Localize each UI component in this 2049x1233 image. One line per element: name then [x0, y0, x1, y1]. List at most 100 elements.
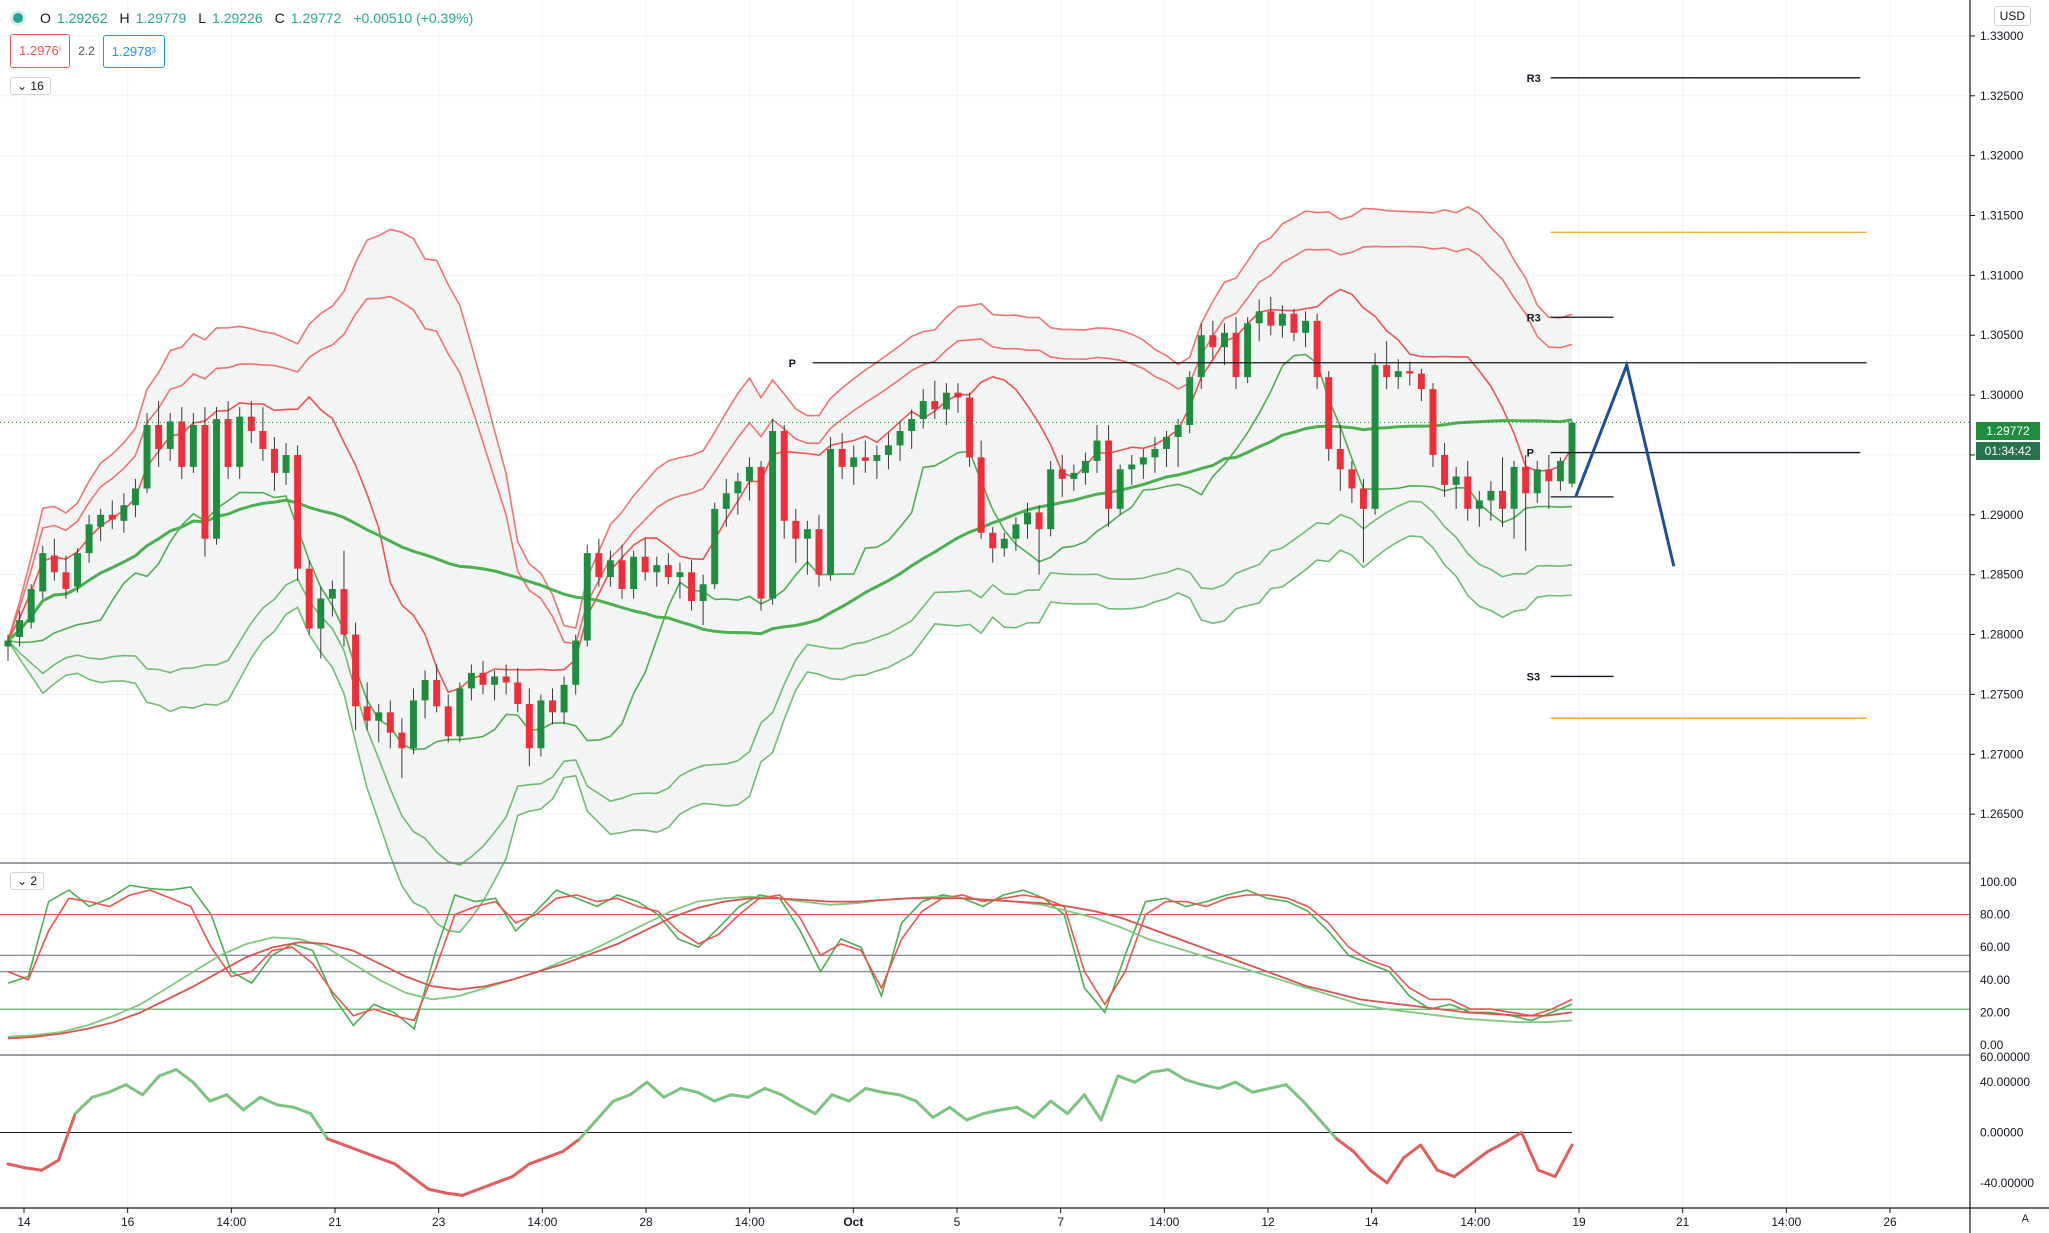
osc-segment — [1150, 1068, 1170, 1074]
candle-body — [1394, 371, 1402, 378]
candle-body — [1244, 323, 1252, 378]
osc-segment — [1301, 1099, 1322, 1122]
candle-body — [1302, 320, 1310, 333]
candle-body — [919, 401, 927, 420]
candle-body — [444, 706, 452, 737]
osc-segment — [191, 1080, 212, 1103]
candle-body — [780, 431, 788, 521]
last-price-badge: 1.29772 — [1976, 422, 2040, 440]
osc-segment — [1015, 1105, 1036, 1119]
x-tick-label: 16 — [121, 1215, 135, 1229]
candle-body — [1151, 448, 1159, 458]
x-tick-label: 19 — [1572, 1215, 1586, 1229]
osc-segment — [1419, 1143, 1439, 1172]
candle-body — [1116, 469, 1124, 509]
candle-body — [201, 425, 209, 539]
osc-segment — [763, 1086, 784, 1097]
candle-body — [386, 712, 394, 733]
candle-body — [1139, 457, 1147, 465]
indicator-value-left[interactable]: 1.2976ⁱ — [10, 34, 71, 68]
x-tick-label: 12 — [1261, 1215, 1275, 1229]
x-tick-label: 26 — [1883, 1215, 1897, 1229]
candle-body — [873, 454, 881, 461]
osc-segment — [410, 1175, 430, 1191]
candle-body — [1417, 373, 1425, 390]
osc-segment — [729, 1093, 750, 1099]
osc-segment — [1553, 1143, 1574, 1179]
currency-button[interactable]: USD — [1993, 6, 2031, 26]
candle-body — [270, 448, 278, 473]
candle-body — [1499, 490, 1506, 509]
y-tick-label: -40.00000 — [1980, 1176, 2034, 1190]
candle-body — [155, 425, 163, 449]
candle-body — [1487, 490, 1495, 501]
indicator-value-right[interactable]: 1.2978³ — [102, 34, 165, 68]
osc-segment — [595, 1099, 615, 1122]
osc-segment — [1250, 1086, 1271, 1094]
osc-segment — [1032, 1099, 1053, 1119]
close-label: C — [274, 10, 285, 26]
pivot-levels: R3 R3 P P S3 — [789, 73, 1867, 719]
candle-body — [618, 560, 626, 590]
collapse-indicators-button[interactable]: ⌄ 16 — [10, 77, 51, 95]
candle-body — [630, 556, 638, 590]
candle-body — [340, 589, 348, 635]
candle-body — [514, 682, 522, 704]
osc-segment — [1166, 1068, 1187, 1082]
candle-body — [1000, 538, 1008, 549]
osc-segment — [796, 1103, 817, 1116]
candle-body — [97, 514, 105, 527]
x-tick-label: 23 — [432, 1215, 446, 1229]
osc-segment — [241, 1095, 262, 1112]
osc-segment — [830, 1093, 851, 1103]
y-tick-label: 1.32500 — [1980, 89, 2024, 103]
candle-body — [676, 572, 684, 578]
candle-body — [282, 454, 290, 473]
candle-body — [74, 553, 81, 587]
candle-body — [1359, 488, 1367, 509]
candle-body — [398, 732, 406, 749]
y-tick-label: 1.29000 — [1980, 508, 2024, 522]
projection-line — [1574, 360, 1676, 567]
candle-body — [1012, 524, 1020, 539]
auto-scale-button[interactable]: A — [2021, 1213, 2029, 1225]
candle-body — [224, 419, 232, 467]
osc-segment — [376, 1156, 397, 1166]
oscillator-pane — [0, 1054, 1970, 1197]
candle-body — [317, 598, 325, 629]
candle-body — [502, 676, 510, 683]
osc-segment — [40, 1158, 60, 1172]
candle-body — [213, 419, 221, 539]
band-line — [7, 418, 1573, 642]
candle-body — [838, 448, 846, 467]
candle-body — [1024, 512, 1031, 525]
osc-segment — [1435, 1168, 1456, 1179]
osc-segment — [1503, 1131, 1524, 1145]
osc-segment — [326, 1137, 346, 1147]
level-label: R3 — [1527, 73, 1541, 85]
candle-body — [711, 508, 719, 585]
collapse-stochastic-button[interactable]: ⌄ 2 — [10, 872, 45, 890]
candle-body — [606, 560, 614, 578]
candle-body — [1325, 377, 1333, 449]
stoch-line — [7, 889, 1573, 1022]
candle-body — [433, 680, 441, 707]
candle-body — [247, 416, 255, 431]
candle-body — [1255, 311, 1263, 324]
candlestick-series — [0, 296, 1970, 779]
osc-segment — [544, 1149, 565, 1160]
osc-segment — [1452, 1162, 1473, 1179]
change-value: +0.00510 (+0.39%) — [353, 10, 474, 26]
osc-segment — [359, 1149, 380, 1160]
stoch-line — [7, 897, 1573, 1040]
ohlc-legend: O 1.29262 H 1.29779 L 1.29226 C 1.29772 +0.0… — [10, 6, 479, 30]
osc-segment — [1486, 1141, 1507, 1153]
candle-body — [792, 520, 800, 539]
candle-body — [16, 620, 24, 637]
osc-segment — [443, 1191, 464, 1197]
osc-segment — [6, 1162, 27, 1170]
candle-body — [827, 448, 835, 575]
candle-body — [1383, 365, 1391, 378]
osc-segment — [746, 1086, 767, 1099]
